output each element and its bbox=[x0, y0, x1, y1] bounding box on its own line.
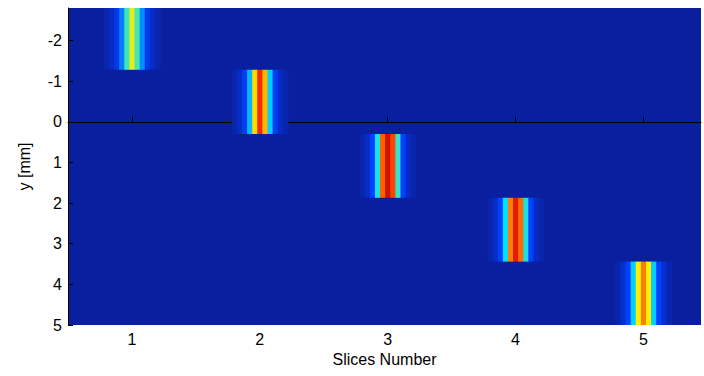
svg-text:3: 3 bbox=[53, 235, 62, 252]
svg-text:Slices Number: Slices Number bbox=[332, 351, 437, 368]
svg-text:-1: -1 bbox=[48, 73, 62, 90]
svg-text:0: 0 bbox=[53, 113, 62, 130]
svg-text:y [mm]: y [mm] bbox=[16, 143, 33, 191]
svg-text:4: 4 bbox=[511, 331, 520, 348]
svg-text:1: 1 bbox=[127, 331, 136, 348]
svg-text:5: 5 bbox=[639, 331, 648, 348]
svg-text:4: 4 bbox=[53, 276, 62, 293]
svg-text:1: 1 bbox=[53, 154, 62, 171]
svg-text:3: 3 bbox=[383, 331, 392, 348]
svg-text:-2: -2 bbox=[48, 32, 62, 49]
svg-text:5: 5 bbox=[53, 317, 62, 334]
svg-text:2: 2 bbox=[53, 195, 62, 212]
svg-text:2: 2 bbox=[255, 331, 264, 348]
